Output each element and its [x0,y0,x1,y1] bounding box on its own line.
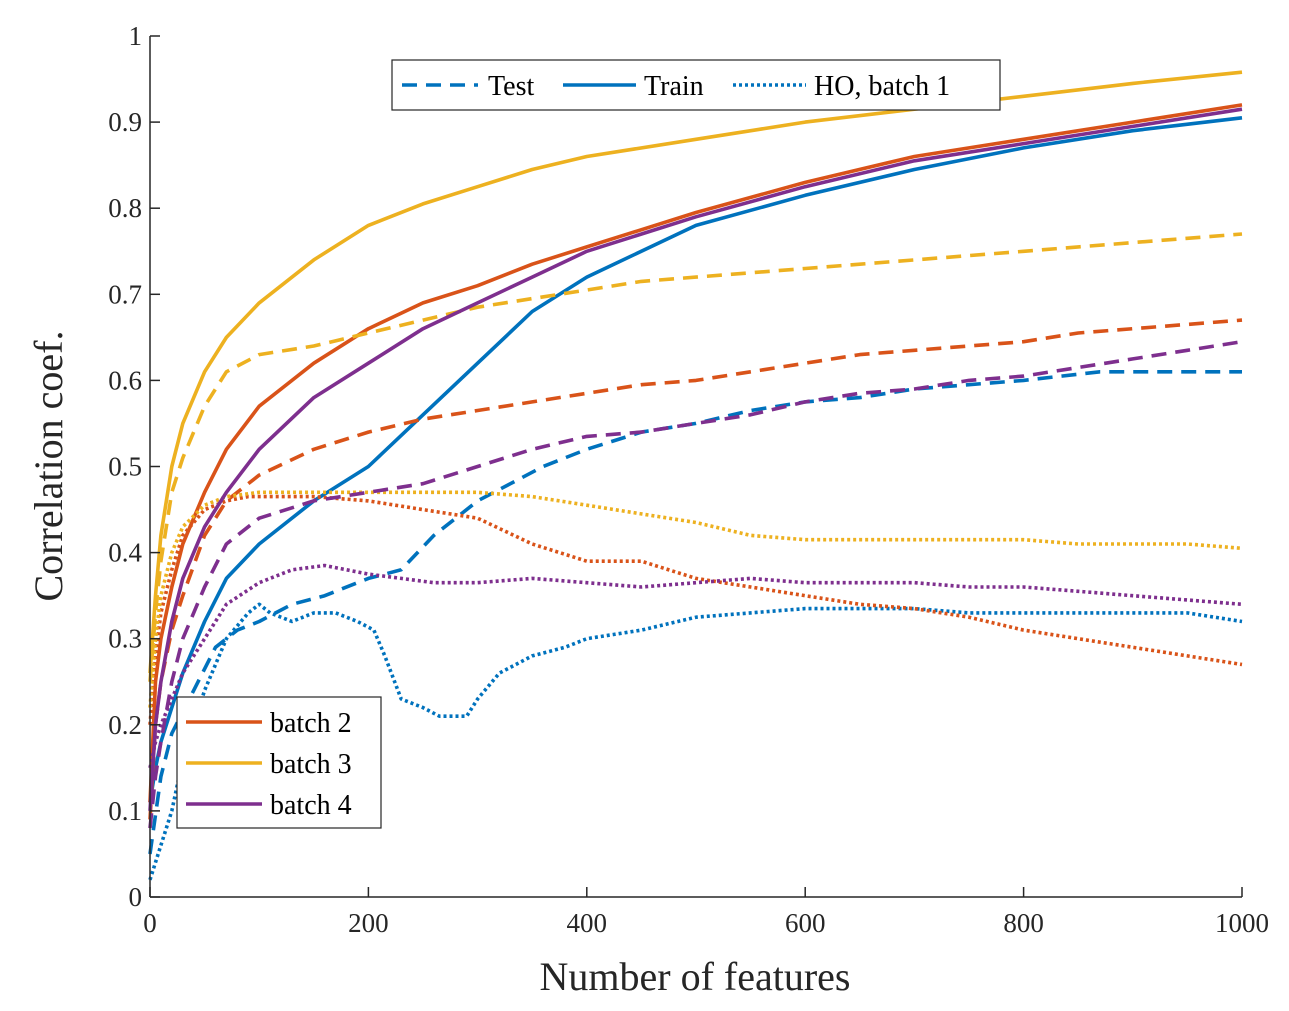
series-line-batch-3-solid [148,70,1243,674]
x-tick-label: 400 [567,908,608,938]
series-layer [148,70,1243,881]
axes: 0 200 400 600 800 1000 0 0.1 0.2 0.3 0.4 0.5 0.6 0.7 0… [108,21,1269,938]
y-tick-label: 0.5 [108,452,142,482]
color-legend-label: batch 4 [270,790,352,821]
series-line-batch-2-dotted [148,494,1243,725]
x-tick-label: 200 [348,908,389,938]
y-axis-label: Correlation coef. [26,331,71,602]
style-legend-label: HO, batch 1 [814,71,950,102]
series-line-batch-3-dotted [148,490,1243,708]
x-axis-label: Number of features [540,954,851,999]
series-line-batch-4-solid [148,107,1243,812]
y-tick-label: 1 [129,21,143,51]
y-tick-label: 0.4 [108,538,142,568]
x-tick-label: 1000 [1215,908,1269,938]
style-legend-label: Train [644,71,704,102]
y-tick-label: 0.6 [108,365,142,395]
y-tick-label: 0.3 [108,624,142,654]
color-legend: batch 2 batch 3 batch 4 [176,696,382,829]
series-line-batch-2-solid [148,103,1243,803]
series-line-batch-1-solid [148,116,1243,803]
series-line-batch-4-dotted [148,563,1243,769]
style-legend: Test Train HO, batch 1 [391,59,1001,111]
series-line-batch-2-dashed [148,318,1243,820]
x-tick-label: 800 [1003,908,1044,938]
x-tick-label: 0 [143,908,157,938]
y-tick-label: 0.7 [108,279,142,309]
color-legend-label: batch 2 [270,708,352,739]
series-line-batch-4-dashed [148,339,1243,829]
y-tick-label: 0.8 [108,193,142,223]
y-tick-label: 0 [129,882,143,912]
y-tick-label: 0.9 [108,107,142,137]
x-tick-label: 600 [785,908,826,938]
series-line-batch-1-dashed [148,369,1242,855]
style-legend-box [391,59,1001,111]
y-tick-label: 0.1 [108,796,142,826]
style-legend-label: Test [488,71,534,102]
color-legend-label: batch 3 [270,749,352,780]
y-tick-label: 0.2 [108,710,142,740]
series-line-batch-1-dotted [148,602,1243,881]
